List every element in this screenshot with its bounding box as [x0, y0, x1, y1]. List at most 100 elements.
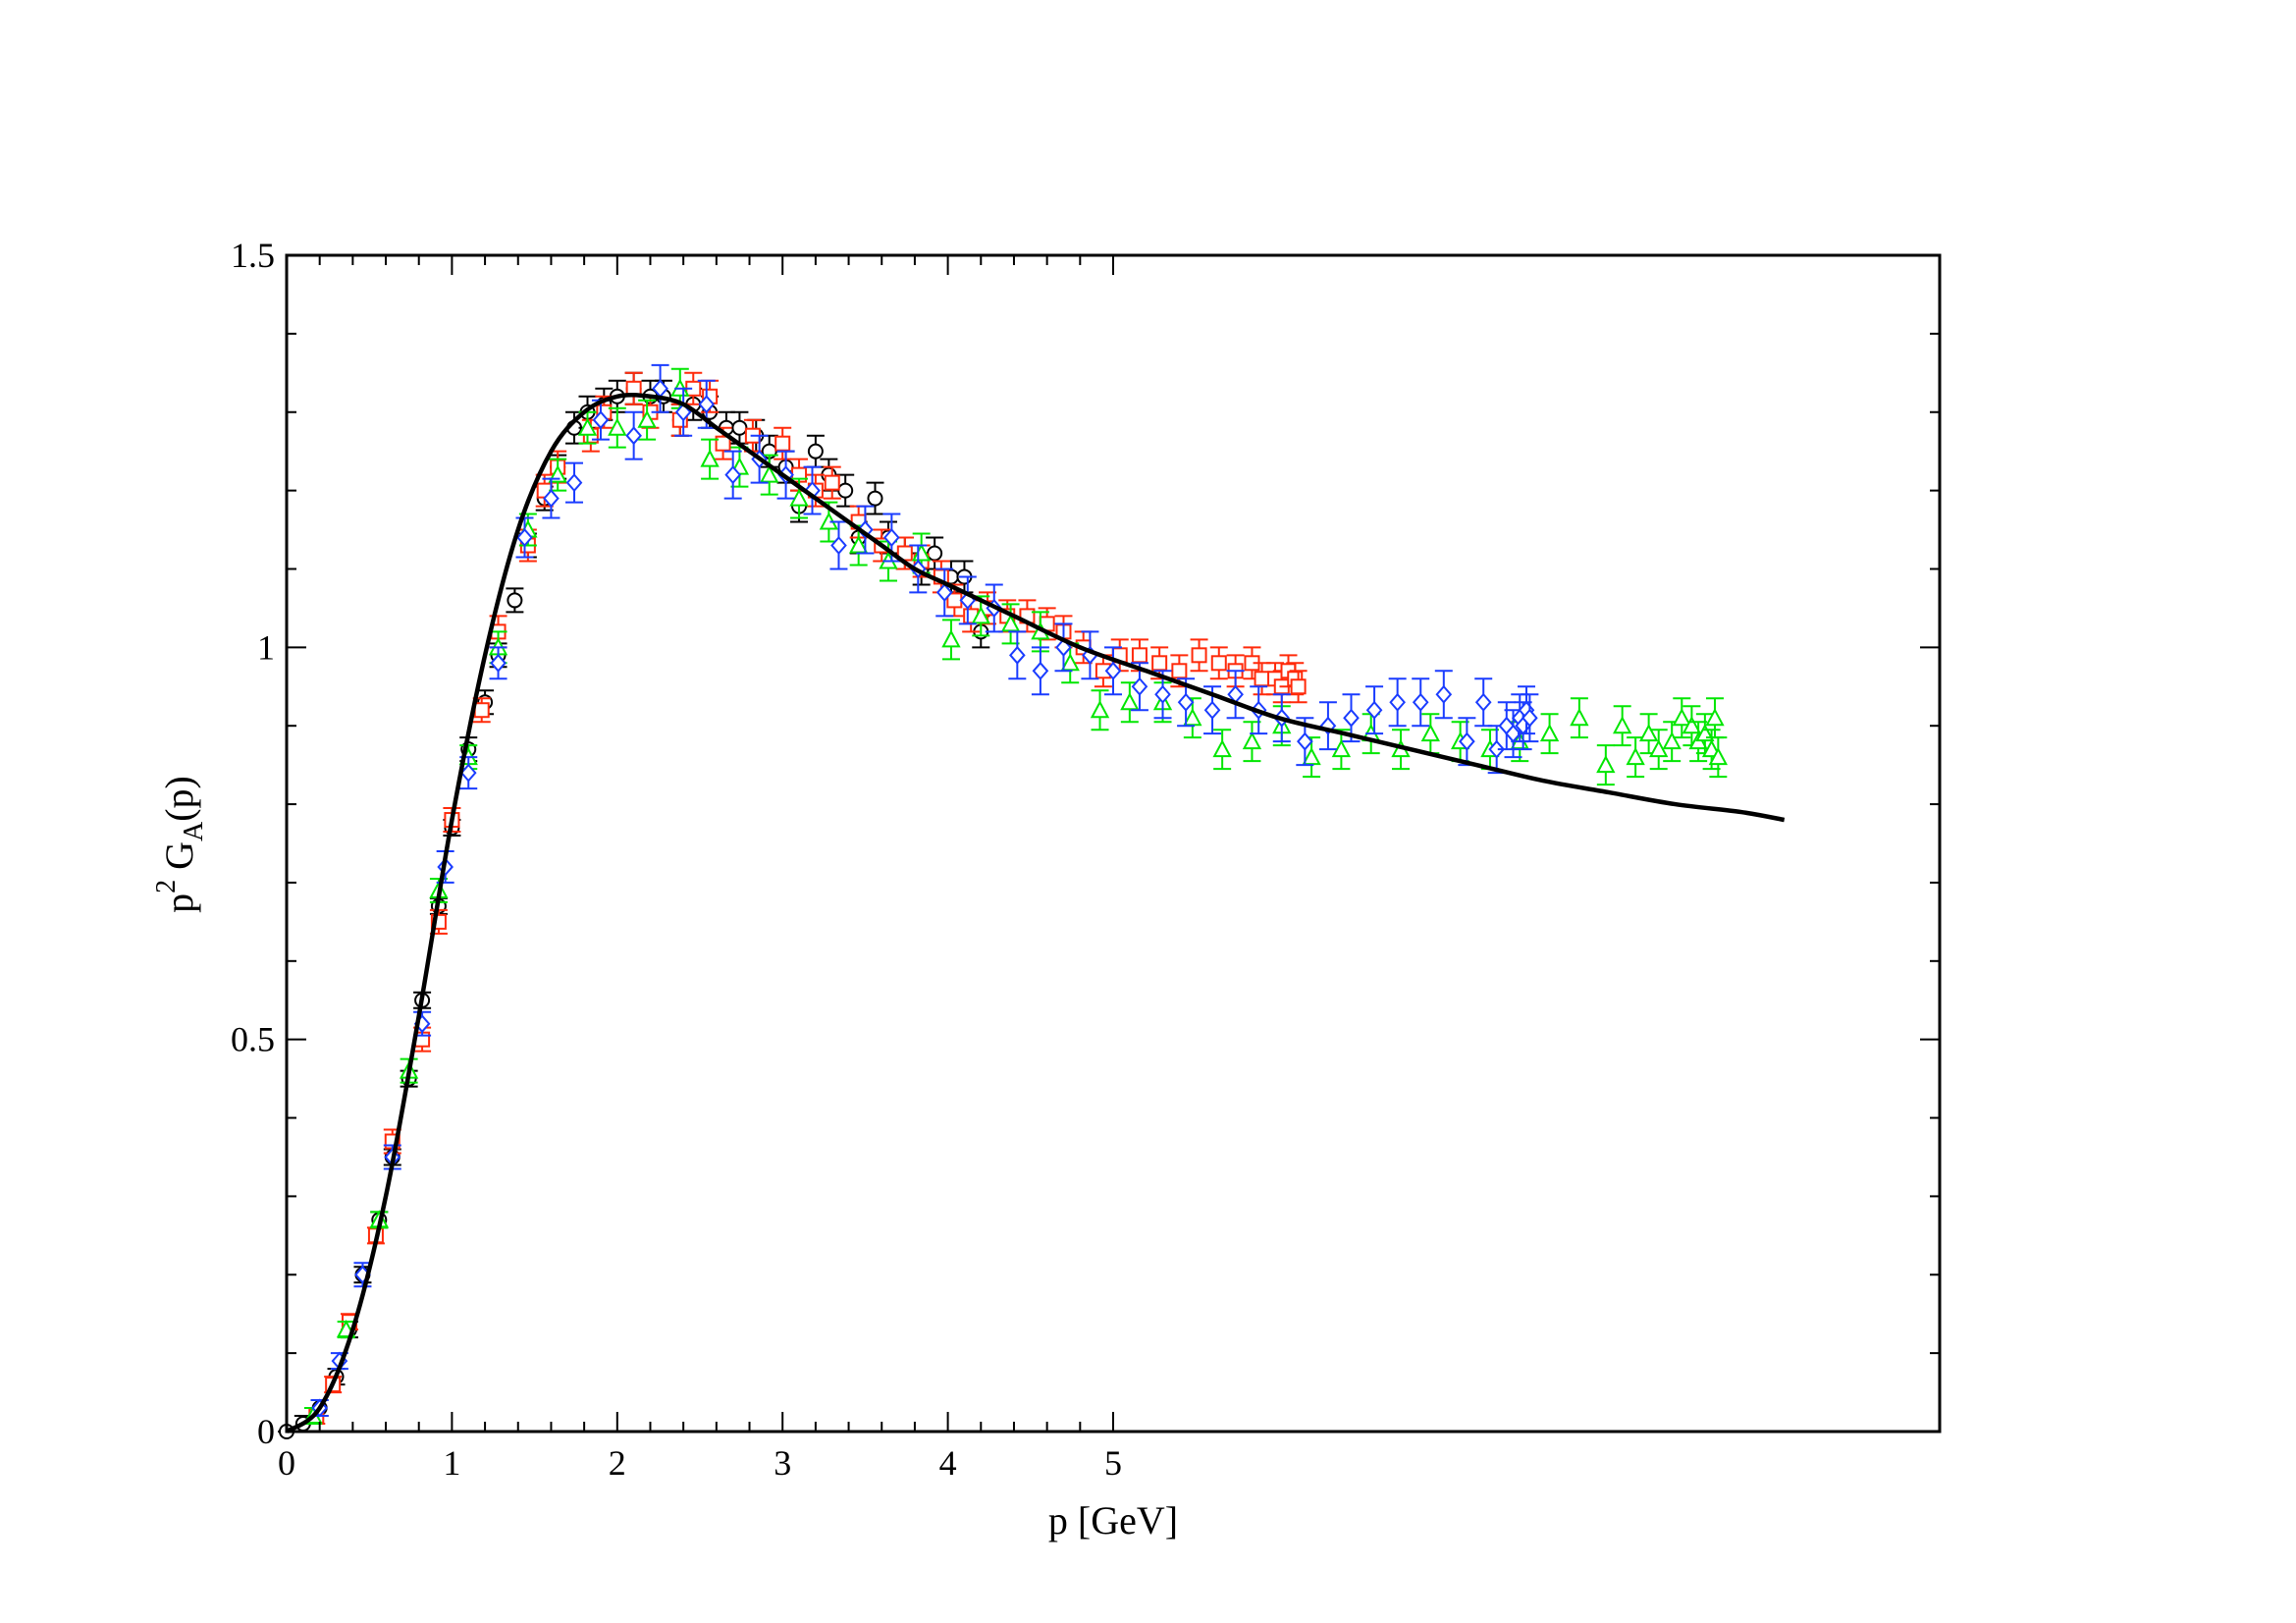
point-marker [1131, 676, 1148, 696]
data-point [1104, 646, 1122, 696]
point-marker [1613, 716, 1632, 734]
x-tick-labels: 0 1 2 3 4 5 [278, 1443, 1122, 1483]
data-point [1504, 709, 1522, 759]
point-marker [1626, 747, 1645, 766]
point-marker [1435, 684, 1453, 704]
data-point [1031, 646, 1049, 696]
data-point [1521, 693, 1539, 743]
point-marker [1389, 692, 1406, 712]
point-marker [1705, 708, 1725, 727]
chart-marks [278, 363, 1786, 1439]
data-point [506, 587, 524, 614]
point-marker [1131, 647, 1148, 664]
data-point [1008, 630, 1027, 680]
axis-ticks [286, 254, 1940, 1433]
data-point [1539, 713, 1560, 755]
point-marker [1183, 708, 1202, 727]
point-marker [1596, 755, 1616, 774]
point-marker [1343, 708, 1360, 728]
point-marker [1032, 661, 1049, 680]
point-marker [698, 395, 716, 414]
point-marker [1104, 661, 1122, 680]
point-marker [1203, 700, 1221, 720]
data-point [941, 619, 961, 661]
data-point [1183, 697, 1202, 739]
point-marker [1331, 739, 1352, 758]
data-point [1638, 713, 1659, 755]
data-point [971, 595, 990, 637]
y-tick-label: 1.5 [231, 236, 275, 275]
plot-frame [285, 253, 1942, 1434]
data-point [542, 477, 561, 519]
point-marker [731, 419, 748, 436]
data-point [935, 568, 954, 618]
data-point [1626, 736, 1645, 779]
data-point [472, 697, 491, 724]
data-point [577, 410, 598, 445]
point-marker [941, 629, 961, 648]
data-point [637, 399, 657, 441]
point-marker [1177, 692, 1195, 712]
point-marker [473, 702, 490, 719]
data-point [489, 646, 507, 680]
point-marker [592, 410, 610, 430]
point-marker [837, 482, 854, 499]
point-marker [1008, 645, 1026, 665]
data-point [1289, 670, 1308, 704]
data-point [1177, 677, 1196, 728]
series-circle [278, 371, 990, 1439]
data-point [624, 410, 643, 460]
data-point [1331, 729, 1352, 771]
data-point [823, 465, 841, 500]
point-marker [830, 535, 847, 556]
point-marker [935, 582, 953, 602]
point-marker [1649, 739, 1669, 758]
data-point [1318, 701, 1337, 751]
x-tick-label: 3 [774, 1443, 791, 1483]
x-tick-label: 4 [939, 1443, 957, 1483]
point-marker [1682, 716, 1702, 734]
series-square [307, 371, 1308, 1426]
point-marker [1154, 684, 1171, 704]
fit-curve [285, 392, 1786, 1434]
data-point [945, 583, 964, 618]
point-marker [700, 449, 720, 467]
data-point [1388, 677, 1407, 728]
point-marker [459, 763, 477, 783]
data-point [1613, 705, 1632, 747]
series-triangle [303, 367, 1729, 1426]
point-marker [824, 474, 840, 491]
data-point [1420, 713, 1440, 755]
data-point [1296, 717, 1314, 767]
point-marker [1191, 647, 1207, 664]
data-point [515, 516, 534, 559]
point-marker [507, 592, 523, 609]
y-tick-label: 1 [257, 627, 275, 667]
point-marker [971, 606, 990, 624]
point-marker [608, 417, 627, 436]
data-point [1212, 729, 1232, 771]
point-marker [867, 490, 883, 507]
data-point [1649, 729, 1669, 771]
point-marker [1708, 747, 1729, 766]
x-axis-label: p [GeV] [1048, 1498, 1178, 1542]
point-marker [1522, 708, 1538, 728]
point-marker [1212, 739, 1232, 758]
point-marker [490, 653, 507, 673]
point-marker [1365, 700, 1383, 720]
data-point [565, 461, 584, 504]
x-tick-label: 0 [278, 1443, 295, 1483]
point-marker [789, 488, 809, 507]
point-marker [1254, 671, 1270, 687]
point-marker [1474, 692, 1492, 712]
data-point [608, 406, 627, 449]
data-point [866, 481, 884, 515]
point-marker [1488, 739, 1506, 759]
point-marker [807, 443, 824, 460]
point-marker [1302, 747, 1321, 766]
data-point [1412, 677, 1430, 728]
data-point [1342, 693, 1361, 743]
data-point [1434, 670, 1453, 720]
data-point [848, 524, 869, 567]
point-marker [774, 435, 791, 452]
